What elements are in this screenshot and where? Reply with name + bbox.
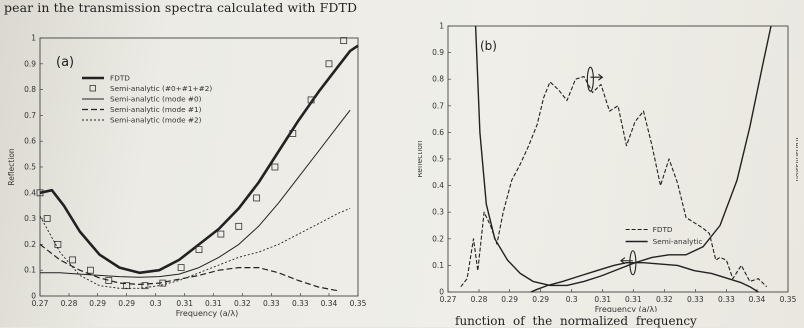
y-tick-label: 0.5: [24, 163, 36, 172]
x-tick-label: 0.29: [89, 299, 106, 308]
figure-b: 0.27 0.28 0.29 0.29 0.3 0.31 0.31 0.32 0.33 0.33 0…: [418, 22, 798, 313]
marker-square: [289, 130, 297, 137]
series-line: [40, 109, 351, 278]
marker-square: [69, 256, 76, 264]
y-tick-label: 0.3: [24, 214, 36, 223]
marker-square: [36, 189, 44, 197]
y2-axis-label: Transmission: [794, 135, 798, 181]
y-tick-label: 0.1: [432, 261, 444, 270]
y-axis-label: Reflection: [7, 148, 16, 186]
plot-frame: [447, 25, 789, 293]
y-tick-label: 1: [439, 22, 444, 31]
y-tick-label: 0.6: [24, 137, 36, 146]
marker-square: [195, 246, 203, 253]
x-tick-label: 0.29: [118, 299, 135, 308]
marker-square: [340, 37, 348, 44]
series-line: [474, 25, 772, 287]
legend-marker: [89, 85, 96, 92]
y-tick-label: 0: [31, 292, 36, 301]
annotation-arrow: [619, 257, 633, 265]
y-tick-label: 0.3: [432, 208, 444, 217]
y-tick-label: 0.8: [24, 85, 36, 94]
series-line: [39, 243, 339, 292]
y-tick-label: 0.8: [432, 75, 444, 84]
figure-a: 0.27 0.28 0.29 0.29 0.3 0.31 0.31 0.32 0.33 0.33 0…: [7, 34, 367, 319]
y-tick-label: 0.1: [24, 266, 36, 275]
marker-square: [141, 282, 149, 290]
panel-label: (b): [480, 39, 497, 53]
y-tick-label: 0.2: [432, 234, 444, 243]
plot-frame: [39, 37, 359, 297]
series-line: [530, 262, 759, 293]
page-top-text: pear in the transmission spectra calcula…: [4, 0, 358, 15]
x-tick-label: 0.31: [205, 299, 222, 308]
legend-label: Semi-analytic (mode #2): [110, 116, 202, 125]
x-tick-label: 0.31: [176, 299, 193, 308]
x-tick-label: 0.27: [440, 295, 457, 304]
series-line: [460, 75, 768, 288]
series-line: [39, 44, 359, 275]
marker-square: [325, 60, 333, 68]
marker-square: [54, 240, 62, 248]
x-tick-label: 0.28: [61, 299, 78, 308]
y-tick-label: 1: [31, 34, 36, 43]
marker-square: [87, 266, 94, 274]
annotation-loop: [586, 66, 594, 92]
x-tick-label: 0.28: [471, 295, 488, 304]
y-tick-label: 0.5: [432, 155, 444, 164]
y-tick-label: 0.4: [432, 181, 444, 190]
x-tick-label: 0.35: [780, 295, 797, 304]
x-tick-label: 0.34: [321, 299, 338, 308]
x-tick-label: 0.35: [350, 299, 367, 308]
x-tick-label: 0.33: [263, 299, 280, 308]
y-tick-label: 0.4: [24, 188, 36, 197]
y-tick-label: 0.7: [432, 101, 444, 110]
legend-label: Semi-analytic (mode #0): [110, 95, 202, 104]
marker-square: [177, 264, 185, 272]
y-tick-label: 0.6: [432, 128, 444, 137]
marker-square: [43, 215, 51, 223]
marker-square: [105, 277, 113, 284]
y-tick-label: 0: [439, 288, 444, 297]
marker-square: [253, 194, 261, 202]
x-tick-label: 0.33: [292, 299, 309, 308]
x-tick-label: 0.31: [594, 295, 611, 304]
y-tick-label: 0.2: [24, 240, 36, 249]
legend-label: FDTD: [110, 74, 130, 83]
annotation-arrow: [590, 73, 604, 81]
panel-label: (a): [56, 55, 74, 70]
x-tick-label: 0.29: [532, 295, 549, 304]
x-tick-label: 0.32: [234, 299, 251, 308]
marker-square: [271, 163, 279, 171]
annotation-loop: [629, 250, 637, 276]
x-tick-label: 0.33: [687, 295, 704, 304]
y-tick-label: 0.9: [24, 59, 36, 68]
legend-label: Semi-analytic (mode #1): [110, 105, 202, 114]
x-tick-label: 0.33: [718, 295, 735, 304]
x-tick-label: 0.3: [566, 295, 578, 304]
page-bottom-text: function of the normalized frequency: [455, 314, 697, 328]
legend-label: Semi-analytic: [653, 237, 703, 246]
x-tick-label: 0.29: [501, 295, 518, 304]
marker-square: [217, 230, 225, 238]
legend-label: FDTD: [653, 225, 673, 234]
marker-square: [235, 222, 243, 230]
x-axis-label: Frequency (a/λ): [595, 305, 657, 312]
marker-square: [307, 96, 315, 104]
legend-label: Semi-analytic (#0+#1+#2): [110, 84, 212, 93]
x-tick-label: 0.32: [656, 295, 673, 304]
y-tick-label: 0.7: [24, 111, 36, 120]
x-tick-label: 0.34: [749, 295, 766, 304]
y-axis-label: Reflection: [418, 140, 424, 178]
x-tick-label: 0.3: [150, 299, 162, 308]
series-line: [39, 207, 351, 289]
x-axis-label: Frequency (a/λ): [176, 309, 238, 318]
y-tick-label: 0.9: [432, 48, 444, 57]
x-tick-label: 0.31: [625, 295, 642, 304]
x-tick-label: 0.27: [32, 299, 49, 308]
